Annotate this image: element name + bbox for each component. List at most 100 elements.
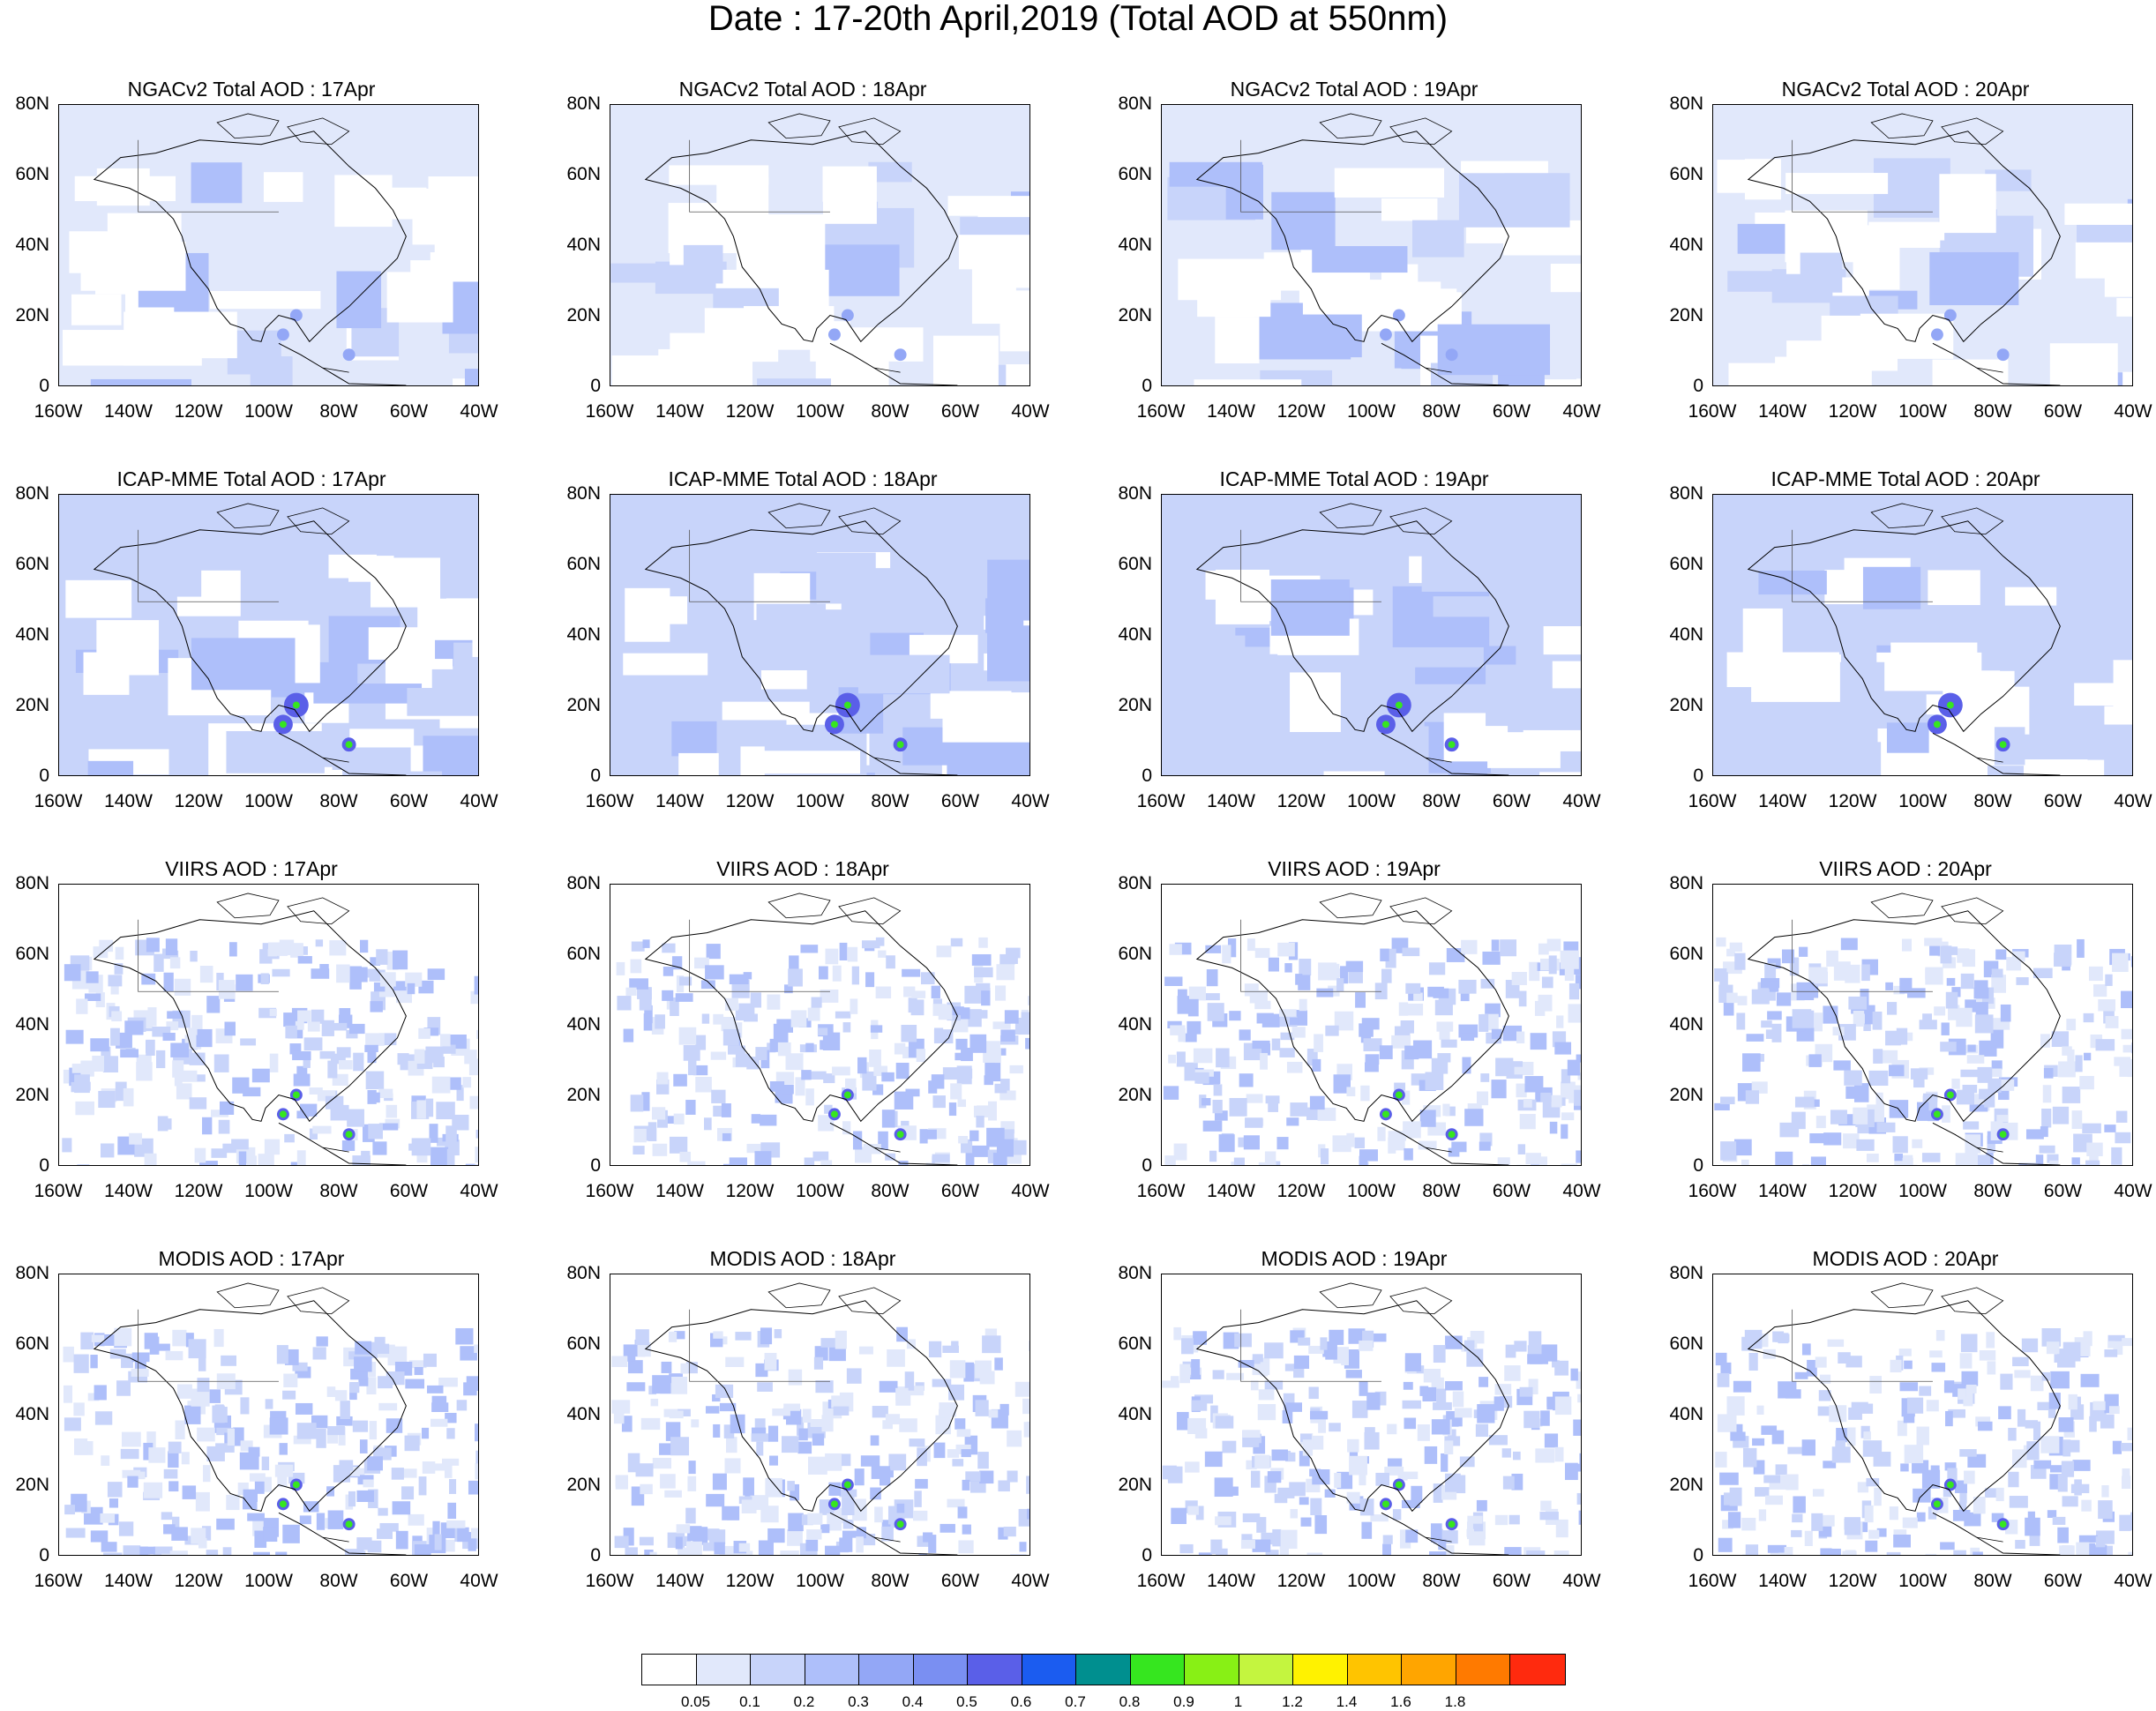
aod-map (58, 884, 479, 1166)
lon-tick-label: 140W (1748, 1182, 1818, 1201)
lat-tick-label: 0 (5, 377, 49, 396)
lat-tick-label: 80N (1108, 484, 1152, 504)
lon-tick-label: 40W (995, 792, 1066, 811)
colorbar-label: 1.4 (1321, 1693, 1374, 1711)
lon-tick-label: 100W (785, 1572, 856, 1591)
lon-tick-label: 100W (234, 1182, 304, 1201)
lon-tick-label: 140W (94, 1182, 164, 1201)
lon-tick-label: 160W (1126, 792, 1196, 811)
colorbar-box (1510, 1655, 1565, 1685)
colorbar-label: 0.2 (778, 1693, 831, 1711)
lat-tick-label: 80N (1659, 94, 1703, 114)
lon-tick-label: 120W (1266, 1182, 1336, 1201)
lon-tick-label: 140W (1196, 1572, 1267, 1591)
colorbar-box (1022, 1655, 1077, 1685)
lat-tick-label: 40N (557, 625, 601, 645)
lat-tick-label: 0 (557, 1156, 601, 1176)
lon-tick-label: 80W (1406, 1182, 1477, 1201)
aod-map (610, 884, 1030, 1166)
lon-tick-label: 80W (1958, 792, 2028, 811)
lat-tick-label: 60N (1108, 165, 1152, 184)
lat-tick-label: 40N (1659, 625, 1703, 645)
lon-tick-label: 100W (785, 1182, 856, 1201)
aod-map (1712, 884, 2133, 1166)
lon-tick-label: 60W (374, 402, 445, 422)
colorbar-label: 0.1 (723, 1693, 776, 1711)
lat-tick-label: 80N (557, 484, 601, 504)
lon-tick-label: 40W (444, 792, 514, 811)
panel-title: ICAP-MME Total AOD : 20Apr (1654, 467, 2156, 490)
panel-title: ICAP-MME Total AOD : 17Apr (0, 467, 503, 490)
colorbar-label: 0.9 (1157, 1693, 1210, 1711)
lon-tick-label: 160W (574, 792, 645, 811)
lon-tick-label: 120W (715, 1182, 785, 1201)
lon-tick-label: 160W (1677, 1572, 1748, 1591)
lat-tick-label: 40N (557, 1015, 601, 1035)
lon-tick-label: 80W (855, 1572, 925, 1591)
lon-tick-label: 140W (645, 1572, 715, 1591)
aod-map (610, 104, 1030, 386)
lat-tick-label: 20N (1659, 696, 1703, 715)
panel-title: NGACv2 Total AOD : 20Apr (1654, 78, 2156, 101)
lat-tick-label: 0 (1659, 766, 1703, 786)
lat-tick-label: 0 (1108, 1546, 1152, 1565)
lon-tick-label: 100W (785, 402, 856, 422)
lon-tick-label: 120W (1266, 1572, 1336, 1591)
colorbar-label: 0.6 (995, 1693, 1048, 1711)
colorbar-box (1131, 1655, 1186, 1685)
lat-tick-label: 60N (5, 165, 49, 184)
panel-title: VIIRS AOD : 20Apr (1654, 857, 2156, 880)
figure-title: Date : 17-20th April,2019 (Total AOD at … (0, 0, 2156, 37)
lon-tick-label: 160W (1126, 1572, 1196, 1591)
lat-tick-label: 40N (5, 625, 49, 645)
lon-tick-label: 120W (163, 402, 234, 422)
colorbar-label: 0.5 (940, 1693, 993, 1711)
lat-tick-label: 60N (557, 1334, 601, 1354)
lon-tick-label: 100W (1888, 1572, 1958, 1591)
colorbar-box (1239, 1655, 1294, 1685)
lat-tick-label: 40N (1659, 235, 1703, 255)
lon-tick-label: 60W (374, 1182, 445, 1201)
lat-tick-label: 60N (1659, 1334, 1703, 1354)
aod-map (1712, 1274, 2133, 1556)
panel-title: NGACv2 Total AOD : 18Apr (551, 78, 1054, 101)
lat-tick-label: 0 (557, 377, 601, 396)
colorbar-label: 0.05 (670, 1693, 722, 1711)
lat-tick-label: 40N (1108, 1015, 1152, 1035)
lon-tick-label: 120W (715, 792, 785, 811)
lat-tick-label: 20N (5, 306, 49, 325)
lon-tick-label: 100W (1336, 1182, 1407, 1201)
lon-tick-label: 120W (163, 1572, 234, 1591)
lon-tick-label: 160W (574, 1572, 645, 1591)
lon-tick-label: 40W (2098, 792, 2156, 811)
lat-tick-label: 0 (1659, 377, 1703, 396)
panel-title: VIIRS AOD : 18Apr (551, 857, 1054, 880)
lat-tick-label: 20N (1659, 1476, 1703, 1495)
lon-tick-label: 60W (1477, 402, 1547, 422)
colorbar-box (859, 1655, 914, 1685)
lon-tick-label: 60W (1477, 1182, 1547, 1201)
lat-tick-label: 40N (1659, 1015, 1703, 1035)
lon-tick-label: 60W (1477, 792, 1547, 811)
aod-map (1712, 104, 2133, 386)
lon-tick-label: 140W (1748, 1572, 1818, 1591)
panel-title: MODIS AOD : 19Apr (1103, 1247, 1606, 1270)
aod-map (1161, 104, 1582, 386)
colorbar-label: 1.2 (1266, 1693, 1319, 1711)
lon-tick-label: 80W (1406, 792, 1477, 811)
lon-tick-label: 160W (1677, 792, 1748, 811)
lat-tick-label: 0 (1659, 1156, 1703, 1176)
lon-tick-label: 60W (2028, 1182, 2099, 1201)
lat-tick-label: 40N (557, 235, 601, 255)
lon-tick-label: 80W (303, 1572, 374, 1591)
lat-tick-label: 60N (1108, 555, 1152, 574)
lat-tick-label: 20N (557, 1086, 601, 1105)
lat-tick-label: 60N (5, 945, 49, 964)
lat-tick-label: 0 (1659, 1546, 1703, 1565)
lat-tick-label: 40N (5, 1015, 49, 1035)
aod-map (58, 494, 479, 776)
